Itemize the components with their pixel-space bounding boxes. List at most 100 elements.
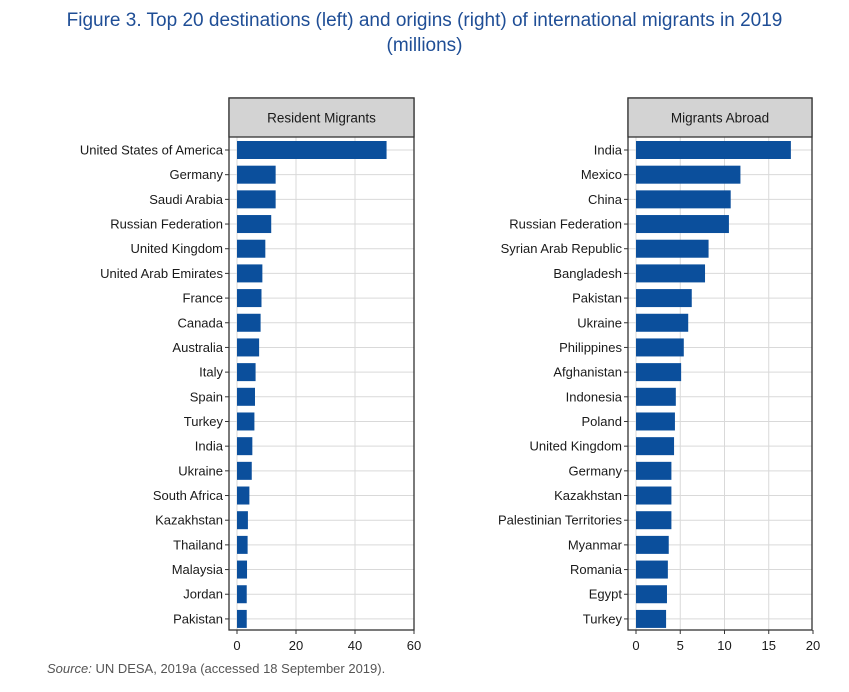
category-label: Germany (569, 463, 623, 478)
category-label: Syrian Arab Republic (501, 241, 623, 256)
source-label: Source: (47, 661, 92, 676)
bar (636, 412, 675, 431)
category-label: Saudi Arabia (149, 192, 223, 207)
category-label: Germany (170, 167, 224, 182)
category-label: Turkey (184, 414, 224, 429)
bar (237, 338, 260, 357)
category-label: Poland (582, 414, 622, 429)
bar (636, 289, 692, 308)
category-label: Myanmar (568, 537, 623, 552)
bar (636, 215, 729, 234)
panel-migrants-abroad: India Mexico China Russian Federation Syrian… (498, 97, 820, 653)
panel-strip (627, 97, 813, 138)
figure-title-line1: Figure 3. Top 20 destinations (left) and… (66, 10, 783, 31)
category-label: Australia (172, 340, 223, 355)
category-label: Italy (199, 365, 223, 380)
category-label: United Arab Emirates (100, 266, 223, 281)
x-tick-label: 0 (632, 638, 639, 653)
bar (237, 461, 252, 480)
bar (237, 165, 276, 184)
bar (636, 313, 689, 332)
bar (237, 313, 261, 332)
category-label: Kazakhstan (554, 488, 622, 503)
category-label: Egypt (589, 587, 623, 602)
bar (237, 387, 255, 406)
category-label: India (594, 143, 623, 158)
category-label: Ukraine (178, 463, 223, 478)
bar (636, 165, 741, 184)
x-tick-label: 10 (717, 638, 731, 653)
plot-background (628, 137, 812, 630)
category-label: Mexico (581, 167, 622, 182)
bar (636, 264, 706, 283)
x-tick-label: 60 (407, 638, 421, 653)
panel-title: Resident Migrants (267, 111, 376, 126)
bar (237, 363, 256, 382)
bar (636, 387, 676, 406)
bar (636, 461, 672, 480)
bar (237, 289, 262, 308)
panel-strip (228, 97, 415, 138)
bar (636, 511, 672, 530)
bar (237, 141, 387, 159)
bar (237, 486, 250, 505)
bar (636, 239, 709, 258)
category-label: Kazakhstan (155, 513, 223, 528)
category-label: United States of America (80, 143, 224, 158)
bar (636, 363, 682, 382)
category-label: Pakistan (572, 291, 622, 306)
x-tick-label: 40 (348, 638, 362, 653)
x-tick-label: 20 (289, 638, 303, 653)
source-text: UN DESA, 2019a (accessed 18 September 20… (95, 661, 386, 676)
category-label: Spain (190, 389, 223, 404)
category-label: Canada (177, 315, 223, 330)
category-label: Thailand (173, 537, 223, 552)
category-label: Jordan (183, 587, 223, 602)
bar (636, 585, 667, 604)
category-label: Palestinian Territories (498, 513, 623, 528)
bar (636, 141, 791, 159)
figure-title-line2: (millions) (386, 35, 463, 56)
bar (237, 190, 276, 209)
source-note: Source: UN DESA, 2019a (accessed 18 Sept… (47, 661, 385, 676)
bar (636, 190, 731, 209)
bar (636, 535, 669, 554)
bar (636, 609, 667, 628)
bar (237, 239, 266, 258)
panel-title: Migrants Abroad (671, 111, 769, 126)
category-label: South Africa (153, 488, 224, 503)
bar (636, 486, 672, 505)
category-label: India (195, 439, 224, 454)
x-tick-label: 20 (806, 638, 820, 653)
plot-background (229, 137, 414, 630)
x-tick-label: 0 (233, 638, 240, 653)
category-label: China (588, 192, 623, 207)
category-label: Russian Federation (110, 217, 223, 232)
bar (237, 511, 248, 530)
bar (636, 338, 684, 357)
bar (237, 560, 248, 579)
bar (237, 264, 263, 283)
bar (237, 609, 247, 628)
category-label: Afghanistan (553, 365, 622, 380)
x-tick-label: 15 (762, 638, 776, 653)
bar (237, 437, 253, 456)
bar (237, 215, 272, 234)
category-label: United Kingdom (530, 439, 623, 454)
category-label: Romania (570, 562, 623, 577)
figure-title: Figure 3. Top 20 destinations (left) and… (0, 8, 849, 58)
category-label: United Kingdom (131, 241, 224, 256)
category-label: France (183, 291, 223, 306)
category-label: Indonesia (566, 389, 623, 404)
bar (237, 412, 255, 431)
category-label: Malaysia (172, 562, 224, 577)
bar (636, 437, 675, 456)
category-label: Ukraine (577, 315, 622, 330)
category-label: Turkey (583, 611, 623, 626)
category-label: Philippines (559, 340, 622, 355)
panel-resident-migrants: United States of America Germany Saudi Ara… (80, 97, 421, 653)
category-label: Russian Federation (509, 217, 622, 232)
category-label: Bangladesh (553, 266, 622, 281)
x-tick-label: 5 (677, 638, 684, 653)
